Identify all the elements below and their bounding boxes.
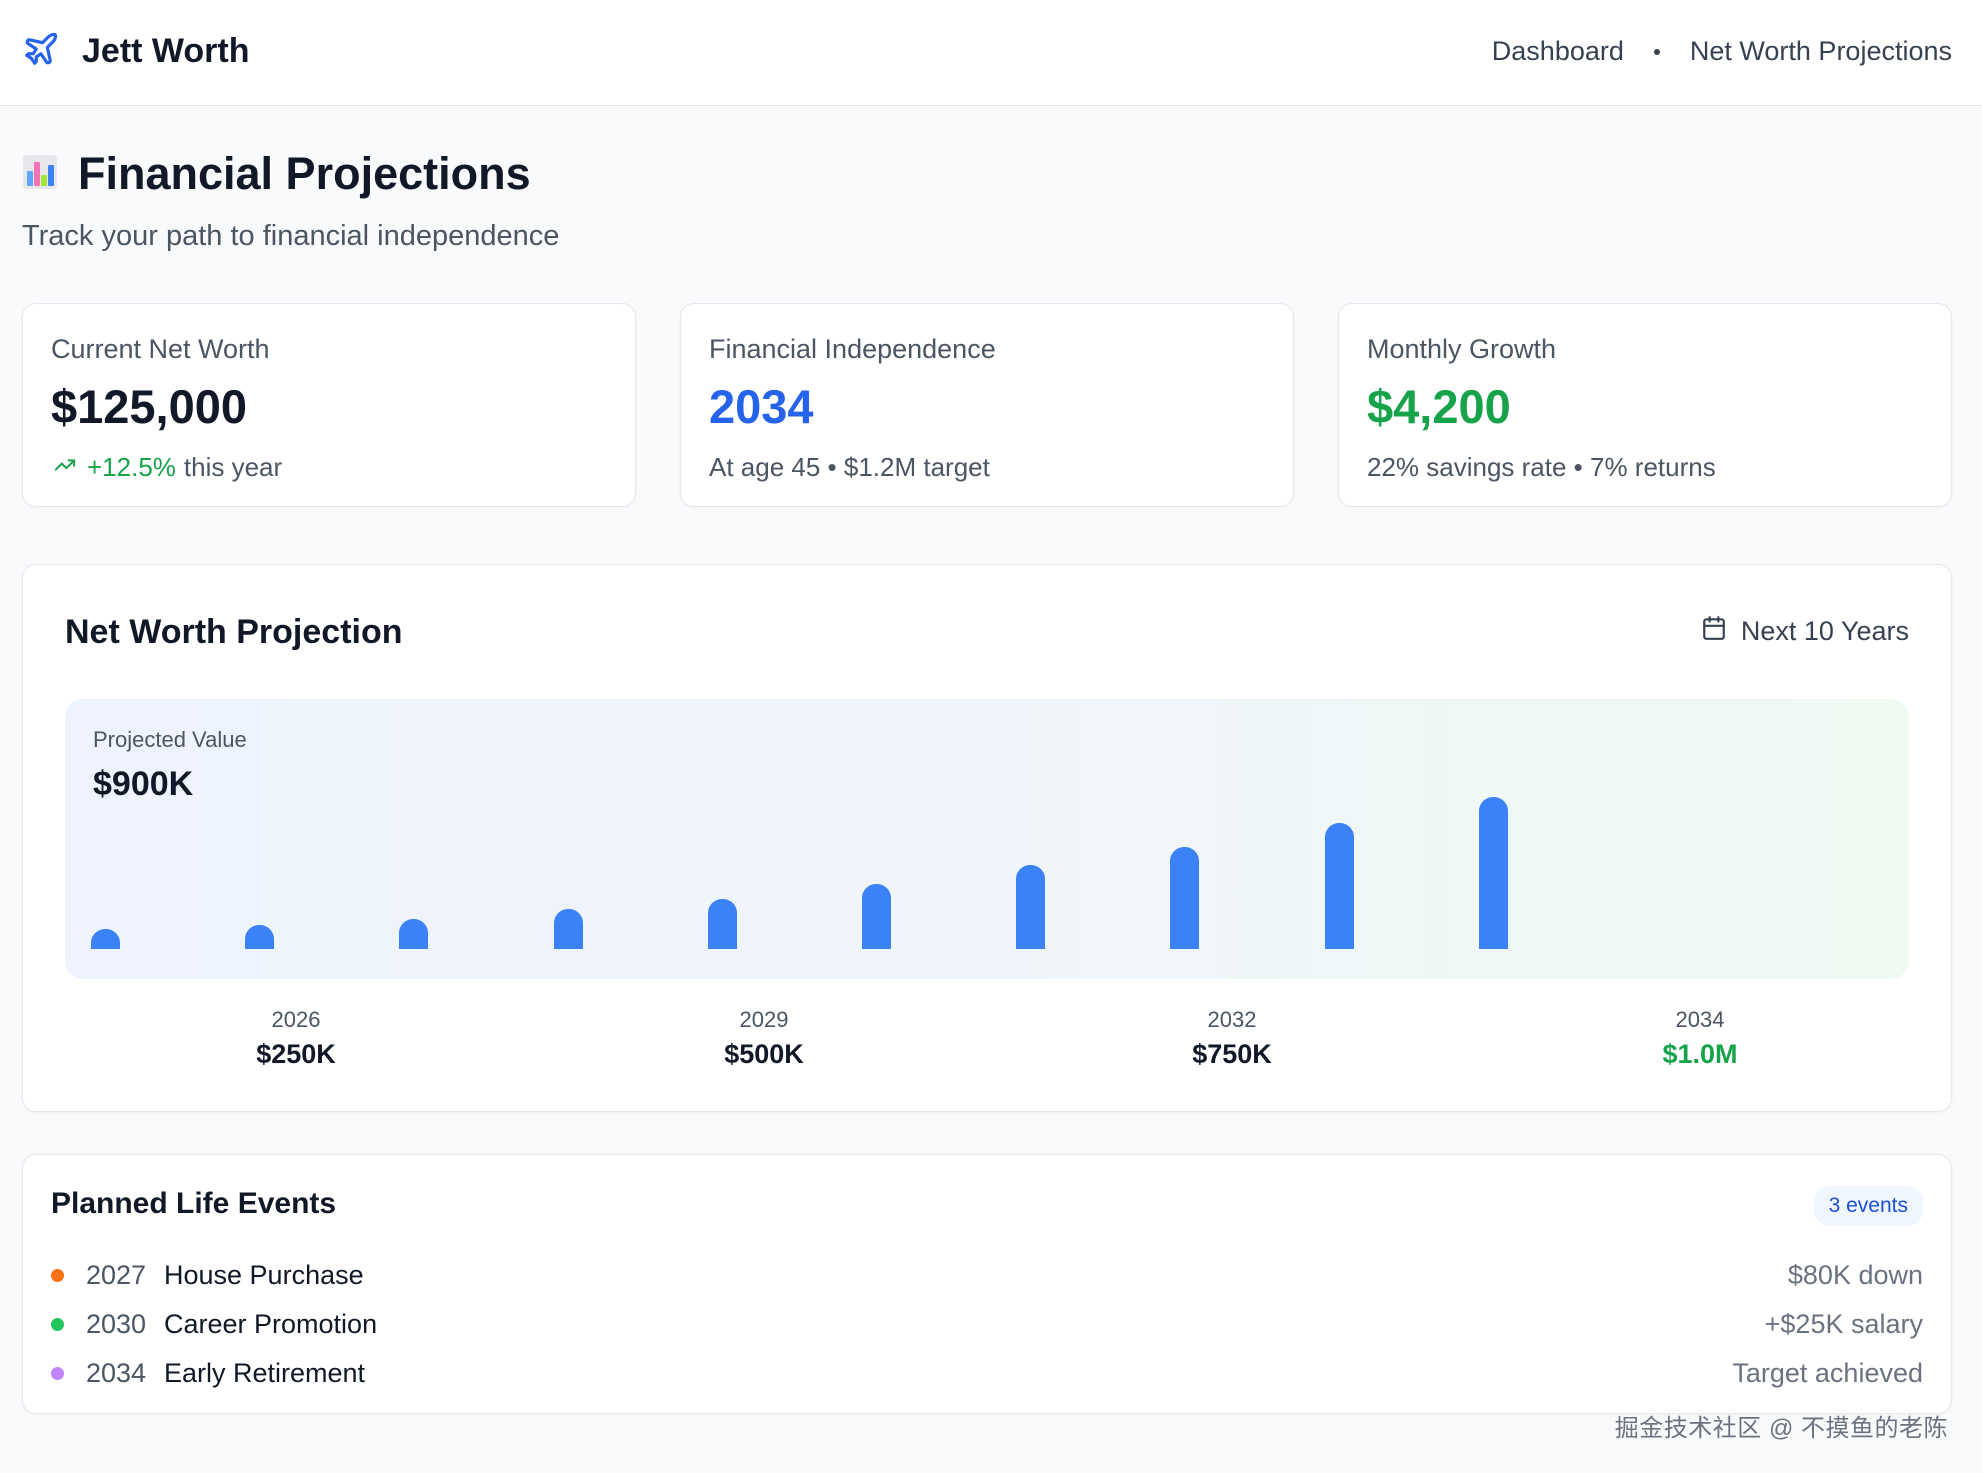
nav-net-worth-projections[interactable]: Net Worth Projections — [1689, 36, 1952, 66]
event-detail: $80K down — [1787, 1260, 1923, 1290]
event-row[interactable]: 2030 Career Promotion +$25K salary — [51, 1300, 1923, 1349]
range-selector[interactable]: Next 10 Years — [1701, 615, 1909, 648]
events-title: Planned Life Events — [51, 1187, 337, 1220]
stat-card-financial-independence: Financial Independence 2034 At age 45 • … — [680, 303, 1294, 507]
event-detail: +$25K salary — [1764, 1309, 1923, 1339]
event-row[interactable]: 2034 Early Retirement Target achieved — [51, 1349, 1923, 1398]
event-row[interactable]: 2027 House Purchase $80K down — [51, 1251, 1923, 1300]
projection-bar — [1479, 797, 1508, 949]
event-detail: Target achieved — [1732, 1358, 1923, 1388]
stat-note: +12.5% this year — [51, 452, 607, 483]
x-label-year: 2034 — [1675, 1007, 1725, 1032]
x-label-year: 2029 — [739, 1007, 789, 1032]
stat-label: Monthly Growth — [1367, 334, 1557, 364]
stat-value: $125,000 — [51, 380, 248, 433]
projection-bar — [862, 884, 891, 949]
x-label-value: $250K — [256, 1039, 336, 1069]
x-label-2029: 2029 $500K — [654, 1007, 874, 1070]
projection-bar — [554, 909, 583, 949]
brand[interactable]: Jett Worth — [22, 30, 249, 73]
event-dot — [51, 1269, 64, 1282]
stat-note: At age 45 • $1.2M target — [709, 452, 990, 482]
page-subtitle: Track your path to financial independenc… — [22, 220, 560, 252]
net-worth-projection-card: Net Worth Projection Next 10 Years Proje… — [22, 564, 1952, 1112]
event-year: 2027 — [86, 1260, 147, 1290]
projection-bar — [708, 899, 737, 949]
x-label-year: 2026 — [271, 1007, 321, 1032]
projection-plot: Projected Value $900K — [65, 699, 1909, 979]
breadcrumb-separator — [1653, 48, 1660, 55]
projection-bar — [399, 919, 428, 949]
bar-chart-icon — [22, 153, 58, 196]
stat-note: 22% savings rate • 7% returns — [1367, 452, 1716, 482]
trending-up-icon — [51, 452, 79, 483]
projection-bar — [1325, 823, 1354, 949]
projected-value-label: Projected Value — [93, 727, 247, 752]
event-name: Early Retirement — [164, 1358, 366, 1388]
stat-card-net-worth: Current Net Worth $125,000 +12.5% this y… — [22, 303, 636, 507]
watermark: 掘金技术社区 @ 不摸鱼的老陈 — [1614, 1415, 1948, 1442]
projection-bar — [1170, 847, 1199, 949]
brand-name: Jett Worth — [82, 32, 250, 70]
event-year: 2034 — [86, 1358, 147, 1388]
page-title: Financial Projections — [78, 148, 531, 199]
stat-label: Financial Independence — [709, 334, 996, 364]
calendar-icon — [1701, 615, 1727, 648]
stat-change: +12.5% — [87, 452, 176, 482]
event-dot — [51, 1367, 64, 1380]
stat-value: $4,200 — [1367, 380, 1511, 433]
planned-life-events-card: Planned Life Events 3 events 2027 House … — [22, 1154, 1952, 1414]
stat-label: Current Net Worth — [51, 334, 270, 364]
x-label-2032: 2032 $750K — [1122, 1007, 1342, 1070]
projected-value: $900K — [93, 765, 194, 803]
events-list: 2027 House Purchase $80K down 2030 Caree… — [51, 1251, 1923, 1398]
event-name: House Purchase — [164, 1260, 364, 1290]
x-label-value: $500K — [724, 1039, 804, 1069]
stat-card-monthly-growth: Monthly Growth $4,200 22% savings rate •… — [1338, 303, 1952, 507]
projection-bar — [91, 929, 120, 949]
x-label-2026: 2026 $250K — [186, 1007, 406, 1070]
stat-value: 2034 — [709, 380, 814, 433]
events-count-badge: 3 events — [1813, 1186, 1923, 1226]
projection-bar — [1016, 865, 1045, 949]
event-dot — [51, 1318, 64, 1331]
plane-icon — [22, 30, 60, 73]
x-label-2034: 2034 $1.0M — [1590, 1007, 1810, 1070]
x-label-value: $1.0M — [1662, 1039, 1738, 1069]
stat-change-period: this year — [183, 452, 283, 482]
page-header: Financial Projections Track your path to… — [22, 148, 559, 253]
breadcrumb: Dashboard Net Worth Projections — [1492, 36, 1952, 67]
range-label: Next 10 Years — [1740, 616, 1909, 646]
projection-bar — [245, 925, 274, 949]
chart-title: Net Worth Projection — [65, 613, 403, 651]
x-label-year: 2032 — [1207, 1007, 1257, 1032]
event-year: 2030 — [86, 1309, 147, 1339]
event-name: Career Promotion — [164, 1309, 378, 1339]
top-bar: Jett Worth Dashboard Net Worth Projectio… — [0, 0, 1982, 106]
x-label-value: $750K — [1192, 1039, 1272, 1069]
nav-dashboard[interactable]: Dashboard — [1491, 36, 1624, 66]
